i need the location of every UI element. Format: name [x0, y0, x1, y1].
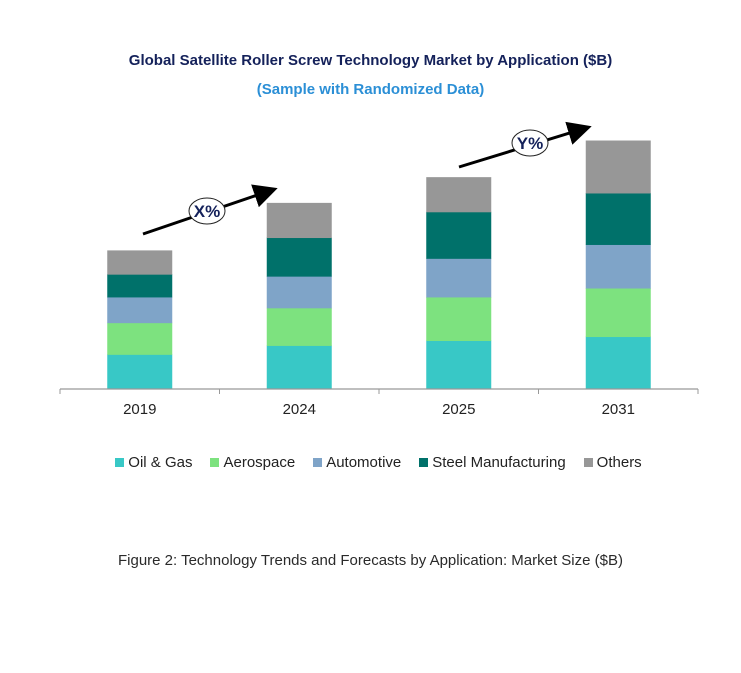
legend-swatch — [419, 458, 429, 467]
legend-item: Oil & Gas — [115, 454, 192, 471]
chart-subtitle: (Sample with Randomized Data) — [256, 81, 485, 98]
legend-label: Aerospace — [223, 454, 296, 471]
bar-segment-2025-others — [426, 177, 492, 213]
legend-label: Steel Manufacturing — [432, 454, 566, 471]
legend-label: Automotive — [326, 454, 402, 471]
legend-item: Others — [583, 454, 642, 471]
bar-segment-2025-oil-gas — [426, 340, 492, 390]
bar-segment-2019-oil-gas — [107, 354, 173, 390]
legend-swatch — [583, 458, 593, 467]
bar-segment-2031-oil-gas — [585, 336, 651, 390]
legend-item: Aerospace — [210, 454, 295, 471]
legend-label: Oil & Gas — [128, 454, 193, 471]
growth-label: X% — [194, 202, 220, 221]
growth-label: Y% — [517, 134, 543, 153]
bar-segment-2019-automotive — [107, 296, 173, 324]
figure-caption: Figure 2: Technology Trends and Forecast… — [118, 552, 623, 569]
x-tick-label: 2031 — [602, 401, 635, 418]
legend-label: Others — [596, 454, 642, 471]
chart-title: Global Satellite Roller Screw Technology… — [128, 52, 613, 69]
growth-label-bubble — [188, 197, 226, 225]
legend-item: Steel Manufacturing — [419, 454, 566, 471]
bar-segment-2025-steel-manufacturing — [426, 211, 492, 259]
bar-segment-2019-others — [107, 250, 173, 275]
bar-segment-2031-steel-manufacturing — [585, 192, 651, 245]
x-tick-label: 2019 — [123, 401, 156, 418]
bar-segment-2019-aerospace — [107, 322, 173, 355]
bar-segment-2024-automotive — [266, 276, 332, 309]
bar-segment-2025-aerospace — [426, 296, 492, 341]
x-tick-label: 2024 — [283, 401, 316, 418]
bar-segment-2024-others — [266, 202, 332, 239]
bar-segment-2031-others — [585, 140, 651, 194]
bar-segment-2024-aerospace — [266, 307, 332, 346]
bar-segment-2025-automotive — [426, 258, 492, 298]
x-tick-label: 2025 — [442, 401, 475, 418]
legend-swatch — [313, 458, 323, 467]
legend-swatch — [115, 458, 125, 467]
bar-segment-2024-steel-manufacturing — [266, 237, 332, 277]
legend-swatch — [210, 458, 220, 467]
bar-segment-2031-aerospace — [585, 288, 651, 338]
bar-segment-2019-steel-manufacturing — [107, 274, 173, 298]
growth-label-bubble — [511, 129, 549, 157]
legend-item: Automotive — [313, 454, 401, 471]
bar-segment-2031-automotive — [585, 244, 651, 289]
chart-legend: Oil & Gas Aerospace Automotive Steel Manufa… — [0, 454, 741, 471]
bar-segment-2024-oil-gas — [266, 345, 332, 390]
